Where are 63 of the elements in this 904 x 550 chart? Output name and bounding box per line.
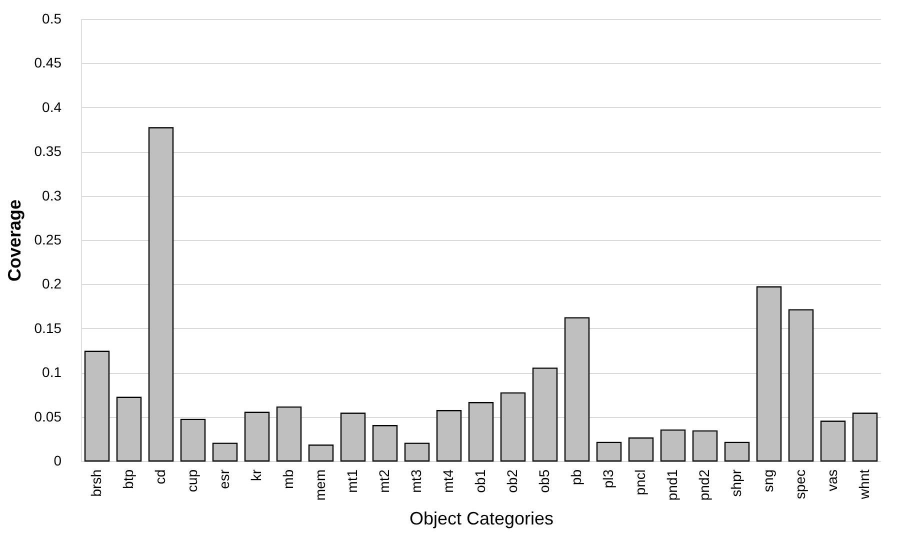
bar — [628, 437, 654, 462]
bar — [244, 412, 270, 462]
x-tick-label: ob1 — [472, 469, 488, 493]
x-tick-label: ob2 — [504, 469, 520, 493]
y-tick-label: 0.35 — [34, 143, 62, 160]
x-tick-label: pl3 — [600, 469, 616, 488]
x-tick-label: ob5 — [536, 469, 552, 493]
x-tick-label: pnd2 — [696, 469, 712, 501]
bar — [724, 442, 750, 462]
y-tick-label: 0 — [54, 452, 62, 468]
bar — [180, 418, 206, 462]
y-tick-label: 0.4 — [42, 98, 62, 115]
bar — [820, 420, 846, 462]
y-tick-label: 0.15 — [34, 320, 62, 336]
bar — [692, 430, 718, 462]
y-tick-label: 0.25 — [34, 232, 62, 248]
x-tick-label: pb — [568, 469, 584, 486]
bar — [308, 444, 334, 462]
x-axis-title: Object Categories — [409, 508, 554, 529]
y-tick-label: 0.3 — [42, 187, 62, 204]
bar — [564, 317, 590, 462]
bar — [788, 309, 814, 462]
bar — [436, 410, 462, 462]
x-tick-label: cup — [184, 469, 200, 492]
y-axis-title: Coverage — [4, 199, 24, 282]
bar — [148, 127, 174, 462]
bar — [660, 429, 686, 462]
x-tick-label: mem — [312, 470, 328, 501]
bar — [84, 350, 110, 462]
x-tick-label: mt2 — [376, 469, 392, 493]
x-tick-label: pncl — [632, 470, 648, 496]
x-tick-label: spec — [792, 470, 808, 500]
bar — [500, 392, 526, 462]
x-tick-label: shpr — [728, 469, 744, 497]
y-tick-label: 0.05 — [34, 408, 62, 424]
x-tick-label: kr — [248, 469, 264, 482]
x-tick-label: pnd1 — [664, 469, 680, 501]
y-tick-label: 0.5 — [42, 10, 62, 26]
x-tick-label: mt4 — [440, 469, 456, 493]
bar — [596, 442, 622, 462]
x-tick-label: mt1 — [344, 469, 360, 493]
bar — [468, 402, 494, 462]
bar — [532, 368, 558, 462]
x-tick-label: esr — [216, 469, 232, 489]
bar — [852, 412, 878, 462]
y-tick-label: 0.45 — [34, 54, 62, 71]
y-tick-label: 0.2 — [42, 276, 62, 292]
x-tick-label: mb — [280, 469, 296, 489]
bar — [212, 442, 238, 462]
bar — [404, 442, 430, 462]
x-tick-label: mt3 — [408, 469, 424, 493]
x-tick-label: brsh — [88, 470, 104, 497]
x-tick-label: vas — [824, 470, 840, 492]
bar — [340, 412, 366, 462]
bar — [116, 396, 142, 462]
x-tick-label: sng — [760, 470, 776, 492]
x-tick-label: cd — [152, 470, 168, 484]
y-tick-label: 0.1 — [42, 364, 62, 380]
bar — [756, 286, 782, 462]
bar — [276, 406, 302, 462]
x-tick-label: whnt — [856, 469, 872, 500]
x-tick-label: btp — [120, 469, 136, 489]
bar — [372, 425, 398, 462]
